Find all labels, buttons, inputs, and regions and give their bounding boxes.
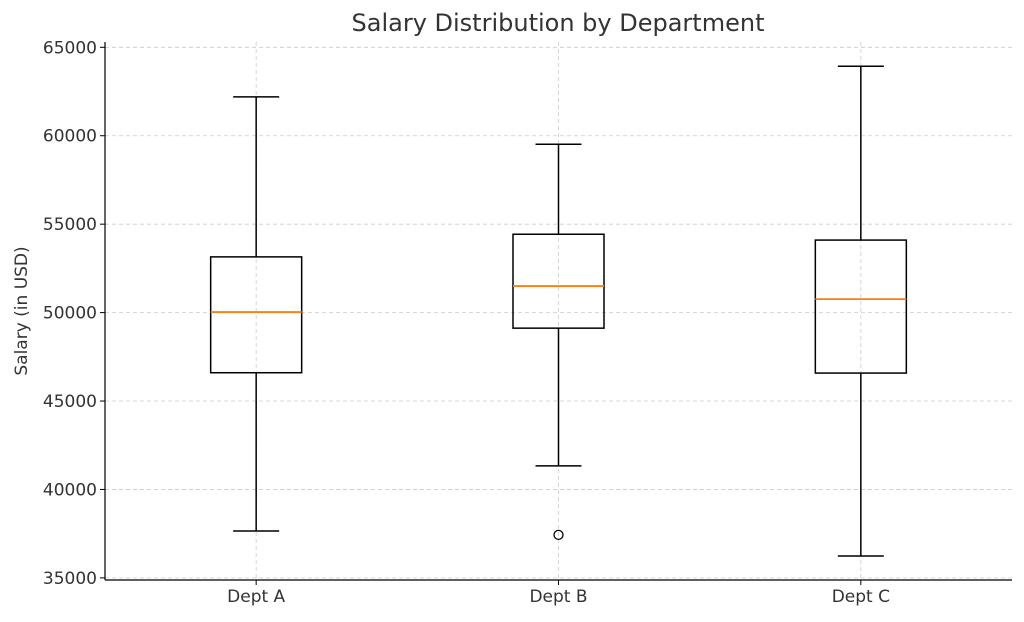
y-tick-label: 60000 xyxy=(43,127,97,147)
y-tick-label: 35000 xyxy=(43,569,97,589)
x-tick-label: Dept A xyxy=(227,587,285,607)
y-axis-label: Salary (in USD) xyxy=(12,246,32,375)
x-tick-label: Dept C xyxy=(832,587,890,607)
axes: 35000 40000 45000 50000 55000 60000 65000 Dept … xyxy=(43,38,1012,607)
box-iqr xyxy=(512,233,605,329)
y-tick-label: 45000 xyxy=(43,392,97,412)
box-iqr xyxy=(209,256,303,374)
grid xyxy=(105,42,1012,580)
chart-title: Salary Distribution by Department xyxy=(352,9,765,37)
y-tick-label: 40000 xyxy=(43,480,97,500)
y-tick-label: 50000 xyxy=(43,304,97,324)
y-tick-label: 55000 xyxy=(43,215,97,235)
outlier-point xyxy=(553,529,564,541)
y-tick-label: 65000 xyxy=(43,38,97,58)
boxes xyxy=(209,65,908,557)
x-tick-label: Dept B xyxy=(529,587,587,607)
box-iqr xyxy=(814,239,908,374)
